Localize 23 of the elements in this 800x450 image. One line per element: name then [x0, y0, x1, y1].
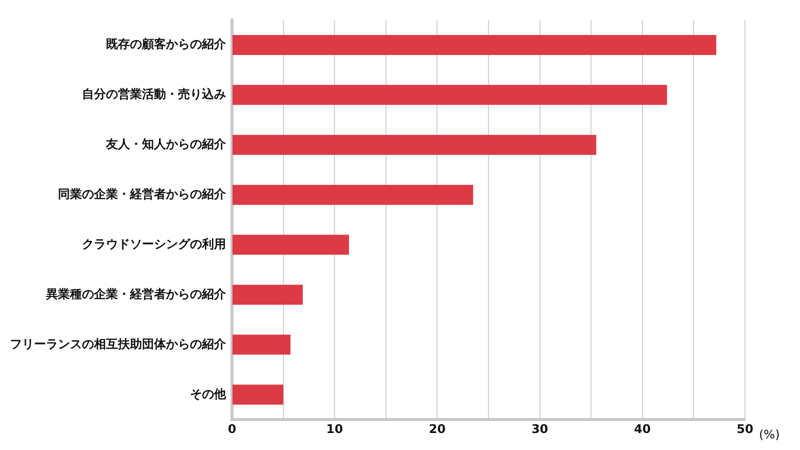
bar	[232, 234, 349, 255]
x-tick-label: 20	[428, 422, 446, 436]
bar	[232, 184, 474, 205]
y-tick-label: その他	[190, 386, 227, 401]
bar	[232, 134, 596, 155]
x-tick-label: 30	[531, 422, 548, 436]
x-tick-label: 0	[228, 422, 236, 436]
y-tick-label: 自分の営業活動・売り込み	[82, 87, 226, 102]
x-axis-title: (%)	[759, 428, 780, 442]
y-tick-label: 同業の企業・経営者からの紹介	[58, 186, 227, 201]
y-tick-label: 異業種の企業・経営者からの紹介	[45, 286, 227, 301]
bar	[232, 34, 716, 55]
y-tick-label: 既存の顧客からの紹介	[106, 37, 227, 52]
bar	[232, 384, 284, 405]
x-tick-label: 10	[326, 422, 343, 436]
x-tick-label: 50	[736, 422, 754, 436]
bar	[232, 84, 668, 105]
y-tick-label: 友人・知人からの紹介	[105, 137, 227, 151]
y-tick-label: クラウドソーシングの利用	[82, 236, 226, 251]
bar	[232, 284, 303, 305]
x-tick-label: 40	[634, 422, 651, 436]
y-tick-label: フリーランスの相互扶助団体からの紹介	[10, 336, 227, 351]
bar	[232, 334, 290, 355]
